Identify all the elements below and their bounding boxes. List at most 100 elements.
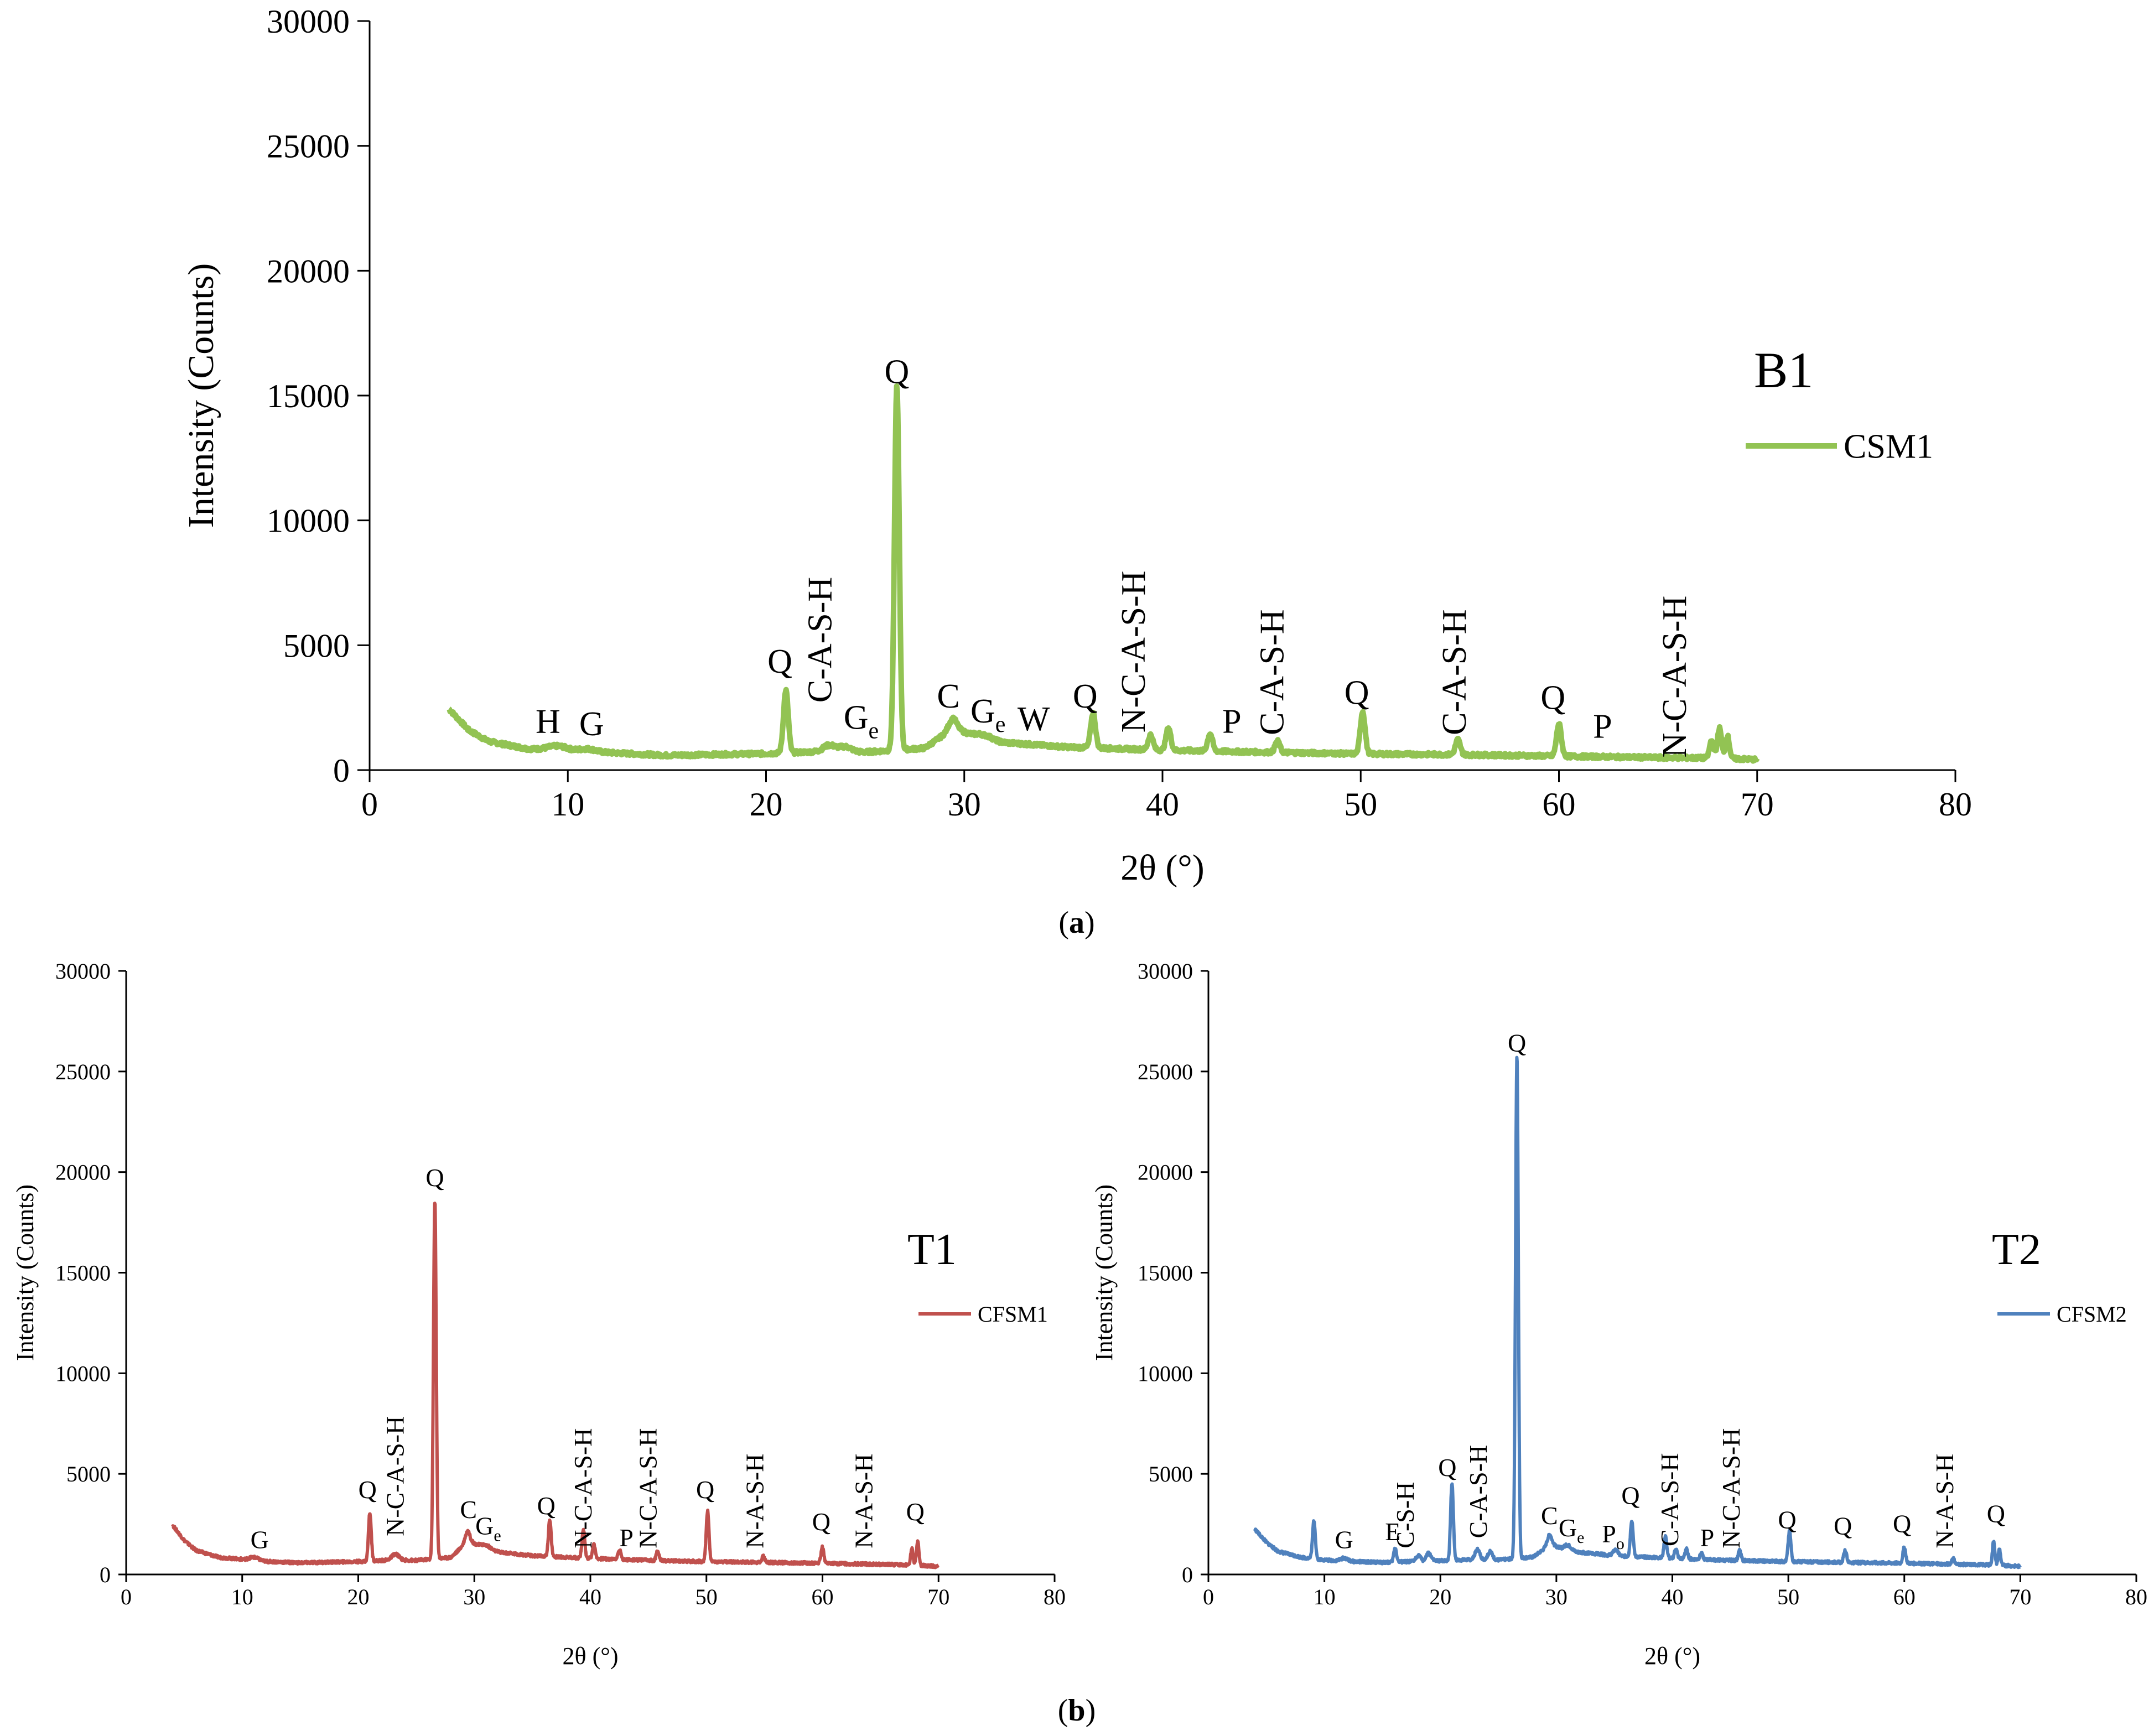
y-tick-label: 15000 [267, 378, 350, 414]
peak-annotation: E [1385, 1517, 1400, 1546]
y-tick-label: 30000 [1138, 959, 1193, 984]
y-tick-label: 0 [100, 1562, 111, 1587]
peak-annotation: Q [906, 1498, 925, 1526]
peak-annotation-main: G [1335, 1526, 1353, 1554]
chart-t1: 0 10 20 30 40 50 60 70 80 0 5000 10000 15000 20000 250… [12, 959, 1066, 1670]
peak-annotation-main: Q [425, 1163, 444, 1192]
peak-annotation: Q [1834, 1511, 1852, 1540]
peak-annotation: Q [696, 1475, 714, 1504]
peak-annotation: Ge [1559, 1514, 1585, 1547]
x-tick-label: 80 [1939, 786, 1972, 823]
peak-annotation-main: Q [1540, 679, 1565, 716]
peak-annotation: Q [767, 643, 792, 680]
y-tick-label: 5000 [1149, 1462, 1193, 1486]
x-tick-label: 30 [1545, 1584, 1568, 1609]
y-axis-label: Intensity (Counts) [12, 1184, 39, 1361]
peak-annotation: C [460, 1495, 477, 1524]
peak-annotation-main: E [1385, 1517, 1400, 1546]
y-tick-label: 25000 [55, 1059, 111, 1084]
peak-annotation: Q [359, 1475, 377, 1504]
peak-annotation: Q [1345, 674, 1369, 711]
peak-annotation-subscript: e [869, 718, 879, 744]
series-line-csm1 [447, 383, 1760, 764]
peak-annotation: Q [1508, 1028, 1526, 1057]
peak-annotation: N-A-S-H [741, 1454, 769, 1548]
peak-annotation-main: G [579, 705, 604, 743]
chart-b1: 0 10 20 30 40 50 60 70 80 0 5000 10000 15000 20000 250… [181, 3, 1972, 888]
y-axis-label: Intensity (Counts) [181, 263, 221, 528]
peak-annotation-subscript: e [494, 1526, 501, 1545]
peak-annotation-main: G [475, 1511, 494, 1540]
y-tick-label: 20000 [267, 253, 350, 289]
x-tick-label: 70 [927, 1584, 949, 1609]
peak-annotation: C-S-H [1391, 1482, 1419, 1548]
y-tick-label: 25000 [267, 128, 350, 165]
peak-annotation-main: P [619, 1524, 634, 1552]
chart-title: T2 [1992, 1225, 2041, 1274]
peak-annotation: C-A-S-H [1655, 1453, 1684, 1546]
peak-annotation-main: H [536, 703, 560, 740]
peak-annotation: Q [1987, 1499, 2005, 1527]
peak-annotation: C [937, 678, 959, 715]
x-tick-label: 20 [1429, 1584, 1451, 1609]
peak-annotation: G [579, 705, 604, 743]
caption-b-letter: b [1068, 1693, 1085, 1728]
x-tick-label: 0 [361, 786, 378, 823]
peak-annotation-subscript: o [1616, 1535, 1624, 1553]
x-tick-label: 0 [121, 1584, 132, 1609]
chart-title: T1 [907, 1225, 957, 1274]
peak-annotation: Q [1540, 679, 1565, 716]
x-tick-label: 10 [1314, 1584, 1336, 1609]
x-tick-label: 50 [1777, 1584, 1799, 1609]
x-tick-label: 40 [579, 1584, 601, 1609]
peak-annotation: Q [537, 1491, 556, 1520]
peak-annotation-main: Q [696, 1475, 714, 1504]
series-line-cfsm1 [171, 1202, 940, 1569]
peak-annotation: W [1018, 700, 1050, 738]
peak-annotation-main: Q [1438, 1453, 1456, 1482]
chart-t2: 0 10 20 30 40 50 60 70 80 0 5000 10000 15000 20000 250… [1091, 959, 2147, 1670]
peak-annotation: C-A-S-H [1464, 1445, 1492, 1539]
peak-annotation: G [251, 1526, 269, 1554]
peak-annotation-main: Q [1073, 678, 1098, 715]
peak-annotation: P [619, 1524, 634, 1552]
peak-annotation-main: C [460, 1495, 477, 1524]
peak-annotation: Q [1438, 1453, 1456, 1482]
peak-annotation: Q [425, 1163, 444, 1192]
caption-a-letter: a [1069, 906, 1084, 940]
peak-annotation-main: Q [885, 353, 910, 391]
peak-annotation: N-C-A-S-H [569, 1428, 597, 1548]
x-tick-label: 30 [463, 1584, 485, 1609]
legend-label: CFSM2 [2057, 1302, 2127, 1327]
peak-annotation-main: Q [1893, 1510, 1911, 1538]
peak-annotation-main: W [1018, 700, 1050, 738]
peak-annotation-main: P [1593, 708, 1612, 745]
peak-annotation: G [1335, 1526, 1353, 1554]
peak-annotation: C-A-S-H [1436, 609, 1473, 735]
x-tick-label: 70 [2009, 1584, 2031, 1609]
x-tick-label: 60 [1543, 786, 1576, 823]
peak-annotation: P [1222, 703, 1241, 740]
x-tick-label: 80 [2125, 1584, 2147, 1609]
x-tick-label: 20 [750, 786, 783, 823]
y-tick-label: 25000 [1138, 1059, 1193, 1084]
x-tick-label: 40 [1146, 786, 1179, 823]
x-tick-label: 60 [812, 1584, 834, 1609]
peak-annotation: Q [885, 353, 910, 391]
peak-annotation-main: Q [906, 1498, 925, 1526]
peak-annotation-main: Q [359, 1475, 377, 1504]
peak-annotation-subscript: e [1577, 1529, 1584, 1547]
x-axis-label: 2θ (°) [1120, 848, 1204, 888]
peak-annotation: P [1593, 708, 1612, 745]
peak-annotation: C-A-S-H [802, 577, 839, 703]
peak-annotation-main: C [937, 678, 959, 715]
y-tick-label: 5000 [283, 627, 350, 664]
peak-annotation-main: P [1222, 703, 1241, 740]
peak-annotation-main: Q [1834, 1511, 1852, 1540]
y-tick-label: 30000 [55, 959, 111, 984]
peak-annotation: N-A-S-H [850, 1454, 878, 1548]
peak-annotation: P [1700, 1524, 1715, 1552]
x-tick-label: 40 [1662, 1584, 1684, 1609]
peak-annotation-main: Q [1778, 1505, 1796, 1534]
x-tick-label: 50 [695, 1584, 718, 1609]
